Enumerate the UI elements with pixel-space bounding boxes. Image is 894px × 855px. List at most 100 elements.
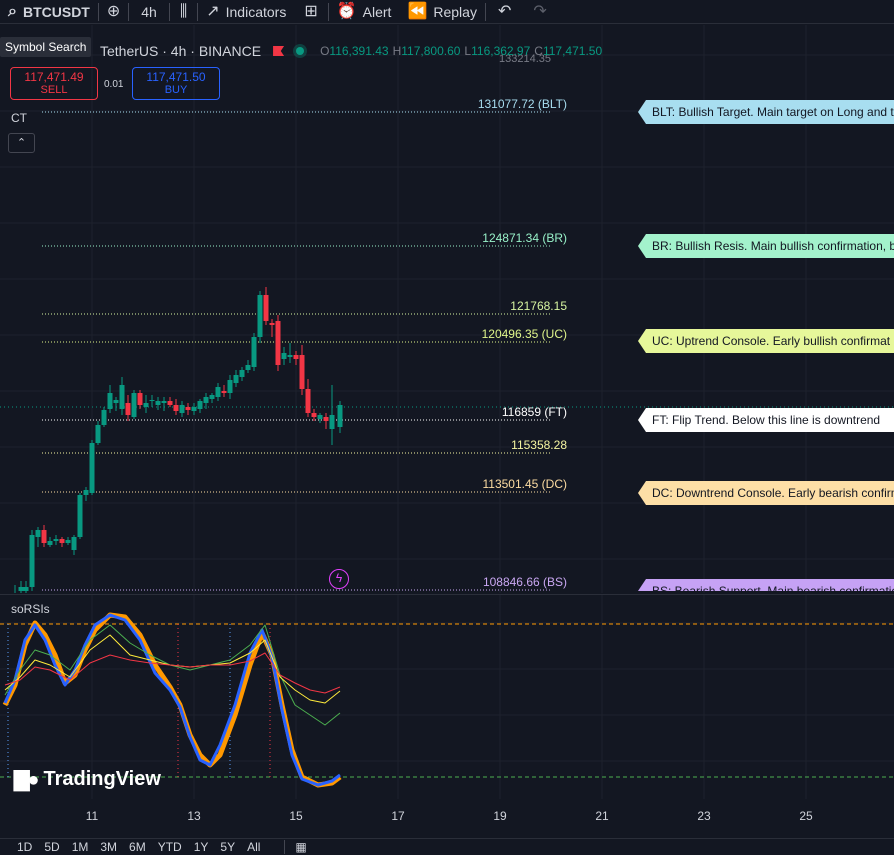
symbol-search-button[interactable]: ⌕ BTCUSDT bbox=[0, 0, 98, 24]
collapse-legend-button[interactable]: ⌃ bbox=[8, 133, 35, 153]
time-tick: 15 bbox=[289, 809, 303, 823]
level-label: 116859 (FT) bbox=[501, 405, 567, 419]
divider bbox=[327, 2, 329, 21]
candle-body bbox=[143, 403, 149, 407]
range-button-1d[interactable]: 1D bbox=[17, 840, 33, 854]
candle-body bbox=[191, 407, 197, 411]
candle-body bbox=[41, 530, 47, 543]
candle-body bbox=[89, 443, 95, 493]
tag-arrow bbox=[638, 329, 646, 353]
tradingview-logo-text: TradingView bbox=[43, 768, 161, 790]
rsi-line-green bbox=[4, 624, 341, 726]
chart-type-button[interactable]: ⫼ bbox=[170, 0, 197, 24]
level-tag: DC: Downtrend Console. Early bearish con… bbox=[638, 481, 894, 505]
chevron-up-icon: ⌃ bbox=[16, 137, 27, 149]
candle-body bbox=[287, 355, 293, 357]
candle-body bbox=[29, 535, 35, 587]
interval-label: 4h bbox=[141, 3, 157, 20]
legend-title: TetherUS · 4h · BINANCE bbox=[100, 43, 262, 59]
interval-button[interactable]: 4h bbox=[129, 0, 169, 24]
level-label: 108846.66 (BS) bbox=[482, 575, 567, 589]
candle-body bbox=[293, 355, 299, 359]
range-button-1m[interactable]: 1M bbox=[71, 840, 89, 854]
replay-button[interactable]: ⏪ Replay bbox=[399, 0, 485, 24]
undo-button[interactable]: ↶ bbox=[486, 0, 523, 24]
redo-button[interactable]: ↷ bbox=[523, 0, 556, 24]
tag-text: DC: Downtrend Console. Early bearish con… bbox=[646, 481, 894, 505]
indicators-button[interactable]: ↗ Indicators bbox=[198, 0, 294, 24]
candle-body bbox=[113, 400, 119, 403]
tag-text: BR: Bullish Resis. Main bullish confirma… bbox=[646, 234, 894, 258]
level-tag: BS: Bearish Support. Main bearish confir… bbox=[638, 579, 894, 591]
candle-body bbox=[95, 425, 101, 443]
rsi-pane[interactable]: soRSIs ▇● TradingView bbox=[0, 594, 894, 799]
rewind-icon: ⏪ bbox=[407, 2, 428, 20]
alarm-clock-icon: ⏰ bbox=[336, 2, 357, 20]
range-button-3m[interactable]: 3M bbox=[100, 840, 118, 854]
candle-body bbox=[47, 541, 53, 545]
candle-body bbox=[263, 295, 269, 321]
calendar-icon[interactable]: ▦ bbox=[284, 840, 307, 854]
search-icon: ⌕ bbox=[8, 2, 17, 20]
lightning-icon[interactable]: ϟ bbox=[329, 569, 349, 589]
level-label: 113501.45 (DC) bbox=[482, 477, 568, 491]
candle-body bbox=[245, 365, 251, 370]
candle-body bbox=[337, 405, 343, 427]
candle-body bbox=[149, 400, 155, 401]
candle-body bbox=[125, 403, 131, 415]
level-tag: BR: Bullish Resis. Main bullish confirma… bbox=[638, 234, 894, 258]
top-toolbar: ⌕ BTCUSDT ⊕ 4h ⫼ ↗ Indicators ⊞ ⏰ Alert … bbox=[0, 0, 894, 24]
candle-body bbox=[311, 413, 317, 417]
grid-icon: ⊞ bbox=[304, 2, 318, 20]
indicators-icon: ↗ bbox=[206, 2, 220, 20]
divider bbox=[197, 2, 199, 21]
tag-text: BLT: Bullish Target. Main target on Long… bbox=[646, 100, 894, 124]
rsi-canvas[interactable] bbox=[0, 595, 894, 799]
candles-icon: ⫼ bbox=[179, 2, 188, 20]
candle-body bbox=[269, 323, 275, 325]
tag-arrow bbox=[638, 408, 646, 432]
candle-body bbox=[209, 395, 215, 399]
divider bbox=[97, 2, 99, 21]
tradingview-logo-icon: ▇● bbox=[14, 769, 40, 791]
divider bbox=[168, 2, 170, 21]
alert-button[interactable]: ⏰ Alert bbox=[329, 0, 400, 24]
time-tick: 17 bbox=[391, 809, 405, 823]
top-price-label: 133214.35 bbox=[499, 53, 551, 65]
level-label: 131077.72 (BLT) bbox=[477, 97, 567, 111]
tradingview-logo[interactable]: ▇● TradingView bbox=[14, 767, 161, 792]
range-button-5y[interactable]: 5Y bbox=[220, 840, 236, 854]
candle-body bbox=[251, 337, 257, 367]
candle-body bbox=[23, 587, 29, 591]
range-button-5d[interactable]: 5D bbox=[44, 840, 60, 854]
legend-low: L116,362.97 bbox=[464, 44, 531, 58]
time-tick: 19 bbox=[493, 809, 507, 823]
rsi-line-red bbox=[4, 652, 341, 694]
range-button-ytd[interactable]: YTD bbox=[157, 840, 182, 854]
time-axis[interactable]: 11 13 15 17 19 21 23 25 bbox=[0, 800, 894, 830]
candle-body bbox=[161, 401, 167, 403]
legend-close: C117,471.50 bbox=[534, 44, 603, 58]
sell-label: SELL bbox=[40, 84, 68, 96]
alert-label: Alert bbox=[362, 3, 392, 20]
candle-body bbox=[137, 393, 143, 405]
candle-body bbox=[275, 321, 281, 365]
buy-button[interactable]: 117,471.50 BUY bbox=[132, 67, 220, 100]
sell-button[interactable]: 117,471.49 SELL bbox=[10, 67, 98, 100]
range-button-1y[interactable]: 1Y bbox=[193, 840, 209, 854]
range-bar: 1D 5D 1M 3M 6M YTD 1Y 5Y All ▦ bbox=[0, 838, 894, 855]
layouts-button[interactable]: ⊞ bbox=[294, 0, 327, 24]
candle-body bbox=[35, 530, 41, 537]
divider bbox=[484, 2, 486, 21]
candle-body bbox=[18, 587, 24, 591]
candle-body bbox=[197, 401, 203, 409]
compare-button[interactable]: ⊕ bbox=[99, 0, 128, 24]
candle-body bbox=[227, 380, 233, 393]
candle-body bbox=[185, 407, 191, 410]
range-button-all[interactable]: All bbox=[247, 840, 261, 854]
symbol-search-tooltip: Symbol Search bbox=[0, 37, 92, 57]
market-status-icon bbox=[296, 47, 305, 55]
flag-icon[interactable] bbox=[273, 46, 285, 56]
candle-body bbox=[215, 387, 221, 397]
range-button-6m[interactable]: 6M bbox=[129, 840, 146, 854]
